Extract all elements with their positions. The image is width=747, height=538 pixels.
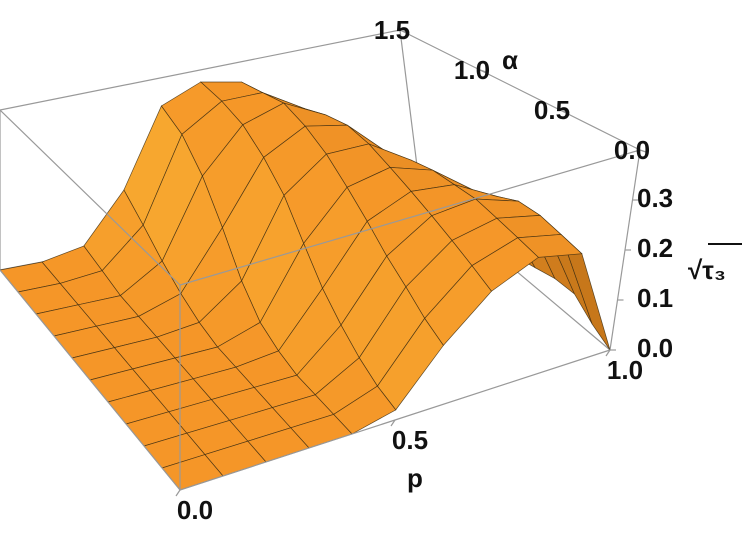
y-tick-label: 1.0: [454, 55, 490, 85]
x-tick-label: 1.0: [607, 355, 643, 385]
y-tick: [639, 149, 647, 153]
x-tick: [390, 419, 396, 427]
z-tick-label: 0.3: [637, 183, 673, 213]
x-tick: [175, 489, 181, 497]
y-tick-label: 0.5: [534, 95, 570, 125]
y-tick-label: 0.0: [614, 135, 650, 165]
z-tick-label: 0.0: [637, 333, 673, 363]
z-axis-label: √τ₃: [688, 255, 726, 285]
x-tick: [605, 349, 611, 357]
y-axis-label: α: [502, 45, 518, 75]
y-tick: [399, 29, 407, 33]
box-edge: [0, 269, 181, 491]
box-edge: [399, 29, 641, 151]
box-edge: [179, 149, 641, 286]
x-tick-label: 0.5: [392, 425, 428, 455]
surface: [0, 81, 611, 491]
y-tick: [479, 69, 487, 73]
box-edge: [0, 29, 401, 111]
box-edge: [0, 109, 181, 286]
x-axis-label: p: [407, 463, 423, 493]
z-tick-label: 0.2: [637, 233, 673, 263]
y-tick: [559, 109, 567, 113]
z-tick-label: 0.1: [637, 283, 673, 313]
y-tick-label: 1.5: [374, 15, 410, 45]
x-tick-label: 0.0: [177, 495, 213, 525]
box-front: [0, 29, 647, 497]
